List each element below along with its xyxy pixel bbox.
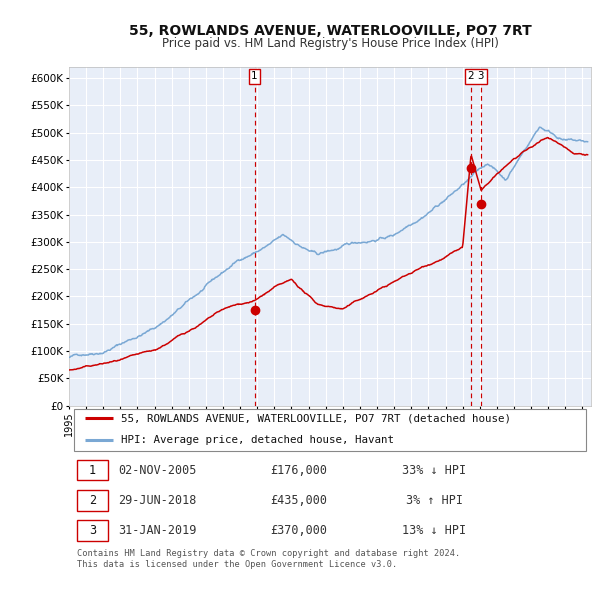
FancyBboxPatch shape: [77, 490, 108, 511]
Text: Contains HM Land Registry data © Crown copyright and database right 2024.
This d: Contains HM Land Registry data © Crown c…: [77, 549, 460, 569]
Text: Price paid vs. HM Land Registry's House Price Index (HPI): Price paid vs. HM Land Registry's House …: [161, 37, 499, 50]
Text: 1: 1: [89, 464, 96, 477]
Text: 13% ↓ HPI: 13% ↓ HPI: [403, 524, 466, 537]
Text: 3: 3: [89, 524, 96, 537]
Text: 31-JAN-2019: 31-JAN-2019: [119, 524, 197, 537]
Text: 1: 1: [251, 71, 258, 81]
Text: 3% ↑ HPI: 3% ↑ HPI: [406, 494, 463, 507]
Text: £370,000: £370,000: [270, 524, 327, 537]
Text: 33% ↓ HPI: 33% ↓ HPI: [403, 464, 466, 477]
Text: 29-JUN-2018: 29-JUN-2018: [119, 494, 197, 507]
Text: HPI: Average price, detached house, Havant: HPI: Average price, detached house, Hava…: [121, 435, 394, 445]
FancyBboxPatch shape: [77, 520, 108, 541]
FancyBboxPatch shape: [77, 460, 108, 480]
Text: £176,000: £176,000: [270, 464, 327, 477]
FancyBboxPatch shape: [74, 409, 586, 451]
Text: 2 3: 2 3: [468, 71, 484, 81]
Text: 55, ROWLANDS AVENUE, WATERLOOVILLE, PO7 7RT: 55, ROWLANDS AVENUE, WATERLOOVILLE, PO7 …: [128, 24, 532, 38]
Text: 55, ROWLANDS AVENUE, WATERLOOVILLE, PO7 7RT (detached house): 55, ROWLANDS AVENUE, WATERLOOVILLE, PO7 …: [121, 414, 511, 424]
Text: £435,000: £435,000: [270, 494, 327, 507]
Text: 02-NOV-2005: 02-NOV-2005: [119, 464, 197, 477]
Text: 2: 2: [89, 494, 96, 507]
